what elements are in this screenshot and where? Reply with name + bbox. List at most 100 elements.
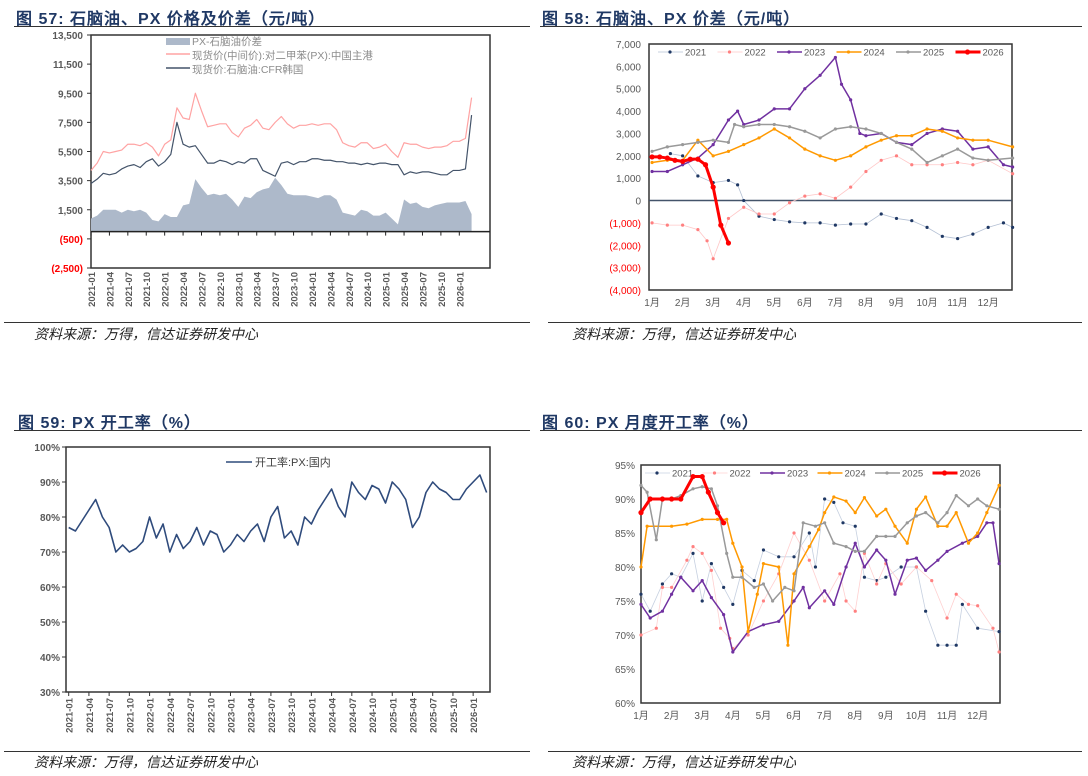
legend-marker-2023 [787,50,791,54]
y-tick-label: 95% [615,461,635,472]
data-point-2023 [875,548,879,552]
data-point-2025 [740,575,744,579]
px-price-line [90,92,473,171]
x-tick-label: 7月 [817,710,833,722]
legend-label: 2026 [983,48,1004,59]
y-tick-label: 90% [40,478,60,489]
fig60-title-rule [540,430,1082,431]
data-point-2024 [700,517,704,522]
data-point-2021 [670,572,674,576]
legend-marker-2025 [885,471,889,475]
data-point-2025 [844,545,848,549]
data-point-2022 [940,163,944,167]
data-point-2021 [841,521,845,525]
y-tick-label: (500) [60,235,83,246]
data-point-2023 [940,127,944,131]
x-tick-label: 2021-04 [105,271,116,307]
data-point-2025 [884,534,888,539]
fig57-source: 资料来源：万得，信达证券研发中心 [34,326,258,342]
data-point-2025 [732,122,737,127]
x-tick-label: 2023-07 [267,698,278,733]
y-tick-label: 0 [635,197,641,208]
x-tick-label: 11月 [937,710,957,722]
data-point-2022 [945,616,949,620]
data-point-2021 [787,220,792,224]
plot-frame [640,464,1001,704]
data-point-2021 [924,609,928,613]
data-point-2022 [838,572,842,576]
data-point-2021 [910,219,914,223]
data-point-2022 [711,257,715,261]
fig58-source: 资料来源：万得，信达证券研发中心 [572,326,796,342]
data-point-2022 [997,650,1001,654]
fig57-title-rule [14,26,530,27]
data-point-2021 [792,555,796,559]
data-point-2025 [787,125,792,129]
y-tick-label: (4,000) [609,286,641,297]
data-point-2024 [893,524,897,528]
data-point-2025 [849,125,853,129]
x-tick-label: 2月 [675,297,691,309]
data-point-2025 [894,140,899,144]
data-point-2025 [910,147,914,151]
data-point-2025 [924,510,928,515]
data-point-2025 [772,122,776,127]
y-tick-label: 60% [40,583,60,594]
data-point-2023 [910,143,914,147]
x-tick-label: 2021-07 [105,698,116,733]
data-point-2022 [757,212,761,216]
data-point-2023 [803,87,807,91]
data-point-2025 [757,122,761,127]
data-point-2024 [986,138,990,142]
y-tick-label: 80% [40,513,60,524]
data-point-2025 [801,521,805,525]
data-point-2024 [894,134,899,138]
x-tick-label: 2026-01 [455,271,466,307]
data-point-2025 [875,534,879,539]
data-point-2024 [807,545,811,549]
data-point-2024 [792,572,796,576]
data-point-2025 [711,138,715,142]
data-point-2026 [659,496,666,502]
data-point-2024 [696,138,700,142]
data-point-2023 [960,541,964,545]
y-tick-label: 5,500 [58,148,83,159]
x-tick-label: 2022-04 [166,697,177,733]
data-point-2021 [884,575,888,579]
data-point-2024 [757,136,761,140]
data-point-2026 [702,162,709,168]
data-point-2022 [681,223,685,227]
data-point-2023 [991,521,995,525]
fig57-title: 图 57: 石脑油、PX 价格及价差（元/吨） [16,11,326,28]
data-point-2022 [665,223,669,227]
x-tick-label: 2025-07 [418,272,429,307]
x-tick-label: 6月 [797,297,813,309]
legend-label: 2023 [787,469,808,480]
data-point-2023 [757,118,761,122]
data-point-2024 [823,510,827,515]
data-point-2026 [695,156,701,162]
y-tick-label: 70% [40,548,60,559]
data-point-2022 [954,592,958,596]
y-tick-label: 1,500 [58,206,83,217]
data-point-2025 [654,538,658,542]
data-point-2026 [657,154,663,160]
series-line-2022 [640,532,1000,653]
data-point-2022 [705,239,709,243]
data-point-2022 [956,160,960,165]
data-point-2025 [925,160,929,165]
data-point-2022 [925,163,929,167]
data-point-2025 [813,524,818,528]
y-tick-label: 80% [615,563,635,574]
legend-label: 2025 [923,48,944,59]
data-point-2021 [722,585,726,590]
data-point-2024 [803,147,807,151]
data-point-2024 [731,541,735,545]
x-tick-label: 2023-01 [234,271,245,307]
x-tick-label: 6月 [786,710,802,722]
data-point-2022 [726,216,731,221]
data-point-2022 [685,558,689,562]
x-tick-label: 2022-01 [161,271,172,307]
data-point-2024 [725,517,729,522]
data-point-2022 [849,185,853,189]
